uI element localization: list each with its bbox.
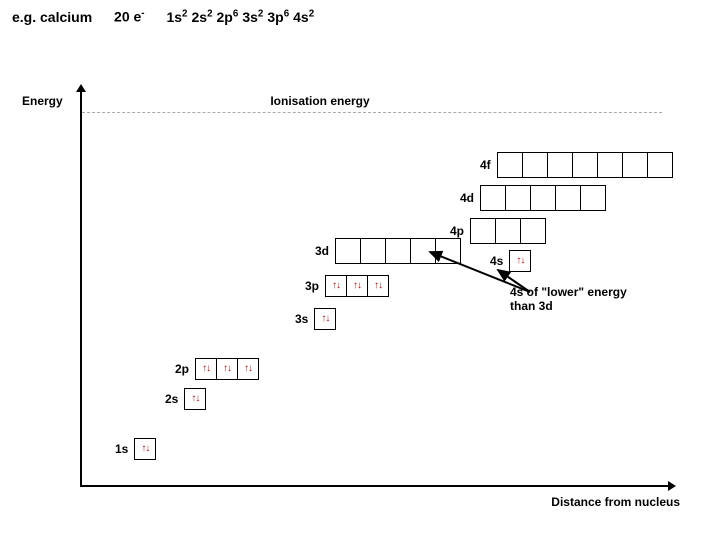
energy-diagram: Energy Distance from nucleus Ionisation … [30, 90, 690, 520]
header-line: e.g. calcium 20 e- 1s22s22p63s23p64s2 [12, 8, 336, 25]
annotation-text: 4s of "lower" energy than 3d [510, 285, 640, 313]
electron-config: 1s22s22p63s23p64s2 [166, 8, 318, 25]
example-text: e.g. calcium [12, 9, 92, 25]
electron-count: 20 e- [114, 8, 145, 25]
